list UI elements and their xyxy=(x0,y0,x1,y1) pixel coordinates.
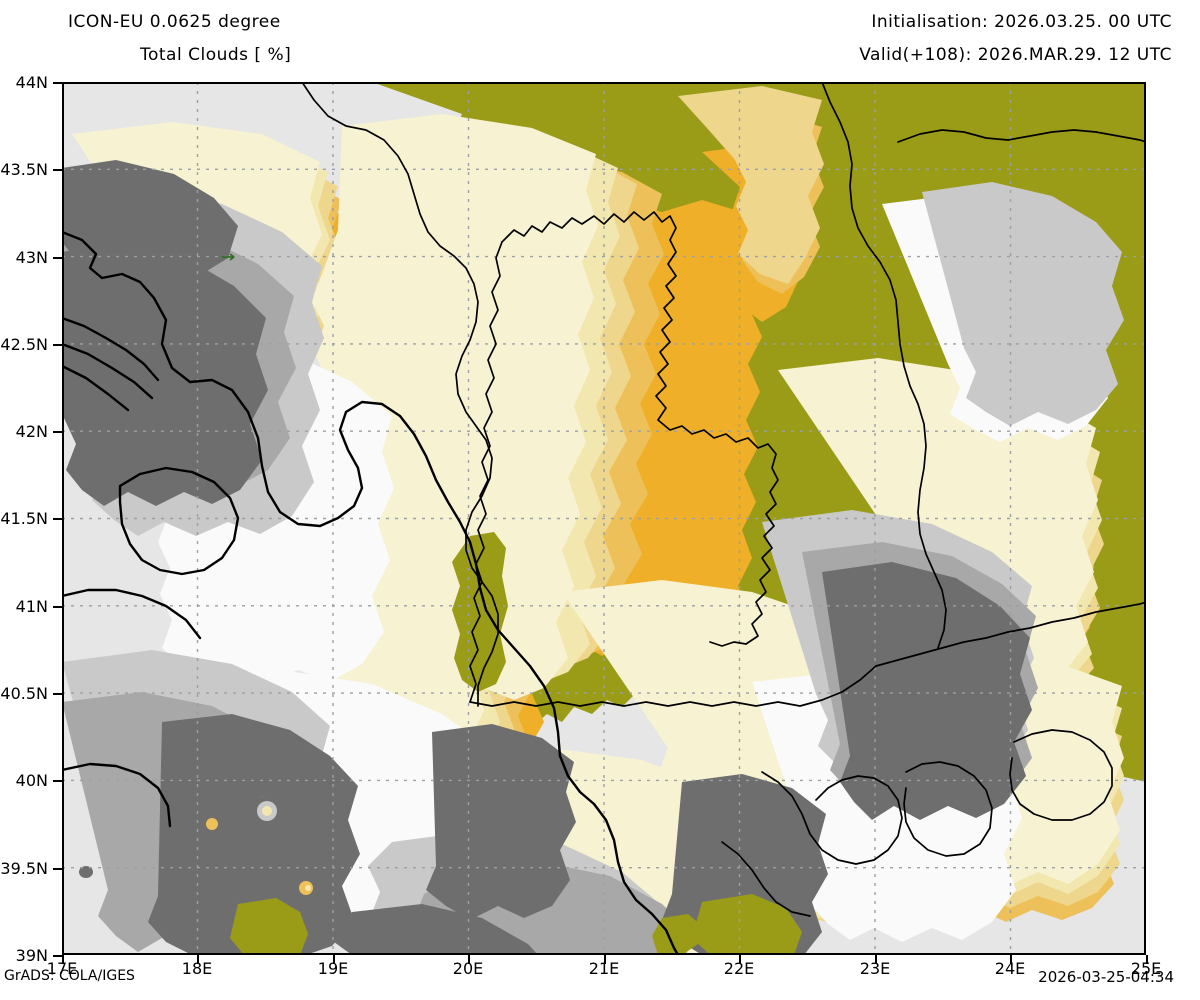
y-tick xyxy=(53,780,62,782)
coastline xyxy=(62,230,680,955)
y-axis-label: 41.5N xyxy=(0,509,48,528)
wind-markers xyxy=(222,253,235,261)
valid-time-label: Valid(+108): 2026.MAR.29. 12 UTC xyxy=(859,45,1172,65)
y-axis-label: 40N xyxy=(15,771,48,790)
y-axis-label: 44N xyxy=(15,73,48,92)
x-tick xyxy=(1146,955,1148,964)
y-tick xyxy=(53,955,62,957)
y-tick xyxy=(53,606,62,608)
contour-field xyxy=(62,82,1146,955)
y-axis-label: 39N xyxy=(15,946,48,965)
model-title: ICON-EU 0.0625 degree xyxy=(68,12,281,32)
initialisation-label: Initialisation: 2026.03.25. 00 UTC xyxy=(871,12,1172,32)
y-axis-label: 40.5N xyxy=(0,684,48,703)
y-axis-label: 43N xyxy=(15,248,48,267)
x-tick xyxy=(739,955,741,964)
generation-timestamp: 2026-03-25-04:34 xyxy=(1038,968,1174,986)
y-tick xyxy=(53,344,62,346)
y-axis-label: 43.5N xyxy=(0,160,48,179)
x-axis-label: 17E xyxy=(46,959,78,978)
x-tick xyxy=(62,955,64,964)
y-tick xyxy=(53,431,62,433)
x-tick xyxy=(197,955,199,964)
x-axis-label: 25E xyxy=(1130,959,1162,978)
y-axis-label: 41N xyxy=(15,597,48,616)
y-tick xyxy=(53,693,62,695)
x-axis-label: 23E xyxy=(859,959,891,978)
x-tick xyxy=(875,955,877,964)
y-tick xyxy=(53,257,62,259)
x-axis-label: 20E xyxy=(452,959,484,978)
x-tick xyxy=(604,955,606,964)
x-tick xyxy=(468,955,470,964)
x-axis-label: 19E xyxy=(317,959,349,978)
x-axis-label: 18E xyxy=(181,959,213,978)
grads-credit: GrADS: COLA/IGES xyxy=(4,968,135,984)
y-tick xyxy=(53,169,62,171)
x-axis-label: 22E xyxy=(723,959,755,978)
y-axis-label: 42N xyxy=(15,422,48,441)
x-axis-label: 21E xyxy=(588,959,620,978)
grid-lines xyxy=(62,82,1146,955)
country-borders xyxy=(301,82,1146,917)
x-tick xyxy=(1010,955,1012,964)
y-axis-label: 42.5N xyxy=(0,335,48,354)
y-tick xyxy=(53,518,62,520)
variable-title: Total Clouds [ %] xyxy=(140,45,292,65)
y-tick xyxy=(53,82,62,84)
y-tick xyxy=(53,868,62,870)
cloud-cover-map xyxy=(62,82,1146,955)
y-axis-label: 39.5N xyxy=(0,859,48,878)
x-tick xyxy=(333,955,335,964)
x-axis-label: 24E xyxy=(994,959,1026,978)
